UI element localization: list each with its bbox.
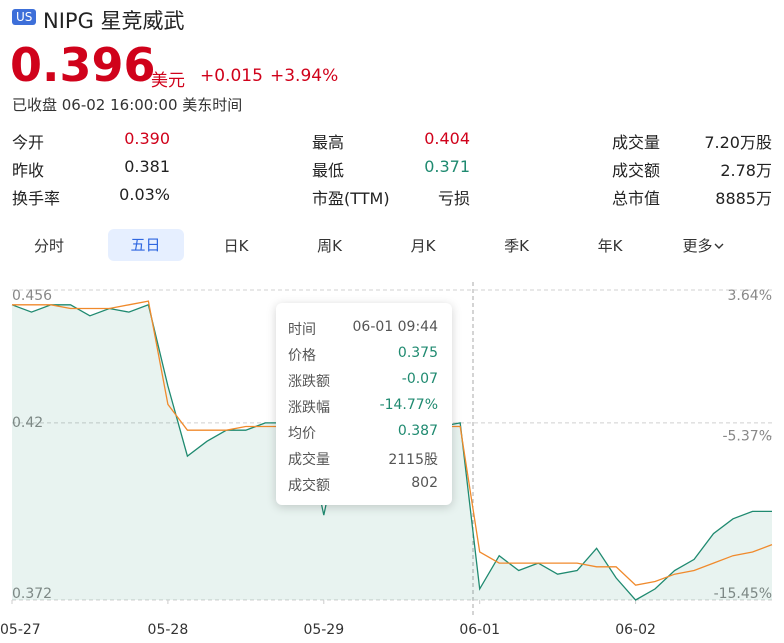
stat-label: 市盈(TTM) (312, 189, 390, 208)
chevron (714, 243, 723, 249)
stat-value: 0.371 (424, 157, 470, 176)
x-tick-label: 06-02 (615, 622, 656, 638)
y2-tick-label: 3.64% (728, 288, 772, 304)
x-tick-label: 05-27 (0, 622, 41, 638)
tooltip: 时间 06-01 09:44 价格 0.375 涨跌额 -0.07 涨跌幅 -14.77… (276, 303, 452, 505)
stat-label: 换手率 (12, 189, 61, 208)
y-tick-label: 0.372 (12, 586, 52, 602)
tab[interactable]: 日K (223, 237, 249, 255)
price-area (12, 304, 772, 600)
tab[interactable]: 五日 (107, 229, 184, 261)
stat-label: 最低 (312, 161, 345, 180)
value: 06-01 09:44 (352, 319, 438, 335)
label: 涨跌幅 (288, 400, 330, 416)
stat-value: 0.03% (119, 185, 170, 204)
y2-tick-label: -15.45% (714, 586, 772, 602)
stat-label: 最高 (312, 133, 345, 152)
price: 0.396 (10, 38, 156, 92)
stat-label: 成交额 (612, 161, 661, 180)
y2-tick-label: -5.37% (722, 428, 772, 444)
label: 成交量 (288, 452, 330, 468)
change: +0.015 (200, 66, 263, 86)
stat-label: 昨收 (12, 161, 45, 180)
y-tick-label: 0.456 (12, 288, 52, 304)
stat-value: 2.78万 (720, 161, 772, 180)
x-tick-label: 06-01 (459, 622, 500, 638)
label: 涨跌额 (288, 374, 330, 390)
tab[interactable]: 年K (597, 237, 623, 255)
stat-value: 7.20万股 (704, 133, 772, 152)
status: 已收盘 06-02 16:00:00 美东时间 (12, 96, 243, 114)
label: 价格 (288, 348, 316, 364)
label: 均价 (288, 426, 316, 442)
value: 0.375 (397, 345, 438, 361)
symbol: NIPG 星竞威武 (43, 9, 185, 33)
currency: 美元 (151, 71, 185, 91)
value: -0.07 (401, 371, 438, 387)
value: -14.77% (379, 397, 438, 413)
value: 2115股 (388, 452, 438, 468)
tab[interactable]: 更多 (669, 235, 739, 256)
label: 成交额 (288, 478, 330, 494)
y-tick-label: 0.42 (12, 415, 43, 431)
tab[interactable]: 分时 (33, 237, 64, 255)
stat-value: 亏损 (437, 189, 470, 208)
tab[interactable]: 季K (504, 237, 529, 255)
stat-label: 总市值 (612, 189, 661, 208)
stat-value: 0.390 (124, 129, 170, 148)
tab[interactable]: 周K (317, 237, 342, 255)
x-tick-label: 05-28 (148, 622, 189, 638)
label: 时间 (288, 322, 316, 338)
stat-value: 0.404 (424, 129, 470, 148)
market-badge: US (12, 9, 37, 25)
tab[interactable]: 月K (410, 237, 436, 255)
stat-label: 成交量 (612, 133, 661, 152)
stat-value: 0.381 (124, 157, 170, 176)
x-tick-label: 05-29 (303, 622, 344, 638)
value: 0.387 (397, 423, 438, 439)
stat-label: 今开 (12, 133, 45, 152)
change-pct: +3.94% (270, 66, 339, 86)
stat-value: 8885万 (715, 189, 772, 208)
value: 802 (411, 475, 438, 491)
